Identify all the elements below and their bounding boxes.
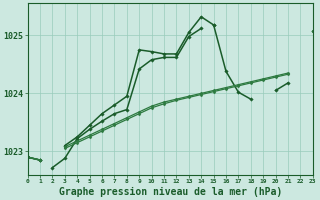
X-axis label: Graphe pression niveau de la mer (hPa): Graphe pression niveau de la mer (hPa) <box>59 186 282 197</box>
